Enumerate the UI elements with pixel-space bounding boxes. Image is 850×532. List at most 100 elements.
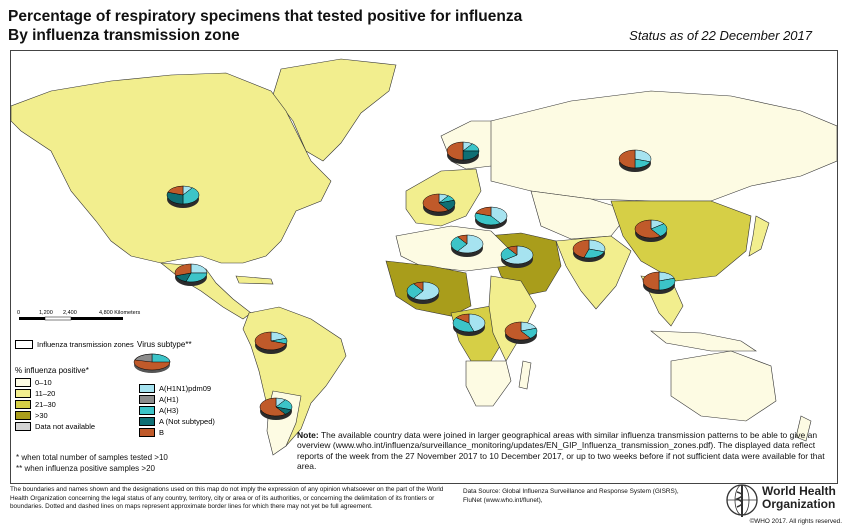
pie-slice [182, 187, 200, 205]
land-madagascar [518, 360, 532, 390]
pie-slice [503, 245, 534, 265]
land-eastern-africa [488, 275, 537, 362]
legend-zone-swatch [15, 340, 33, 349]
land-southern-africa [465, 360, 512, 407]
scale-bar: 0 1,200 2,400 4,800 Kilometers [17, 310, 140, 326]
pie-slice [406, 283, 424, 299]
pie-slice [572, 239, 590, 258]
land-australia [670, 350, 777, 422]
pie-slice [413, 281, 440, 301]
legend-subtype-item-label: A(H3) [159, 406, 179, 415]
pie-chart-layer [166, 141, 676, 420]
copyright: ©WHO 2017. All rights reserved. [749, 518, 842, 525]
footnote-single: * when total number of samples tested >1… [16, 453, 168, 462]
legend-pct-item-2: 21–30 [15, 400, 56, 409]
who-name-line-1: World Health [762, 484, 836, 498]
land-indonesia [650, 330, 757, 352]
data-source: Data Source: Global Influenza Surveillan… [463, 487, 713, 505]
legend: Influenza transmission zones Virus subty… [13, 336, 215, 442]
pie-middle-africa [452, 313, 486, 336]
pie-slice [507, 245, 518, 256]
legend-subtype-item-label: A(H1) [159, 395, 179, 404]
legend-subtype-item-label: A(H1N1)pdm09 [159, 384, 212, 393]
pie-slice [450, 236, 468, 252]
pie-slice [254, 331, 287, 351]
who-logo: World Health Organization [722, 482, 846, 528]
pie-slice [457, 234, 468, 245]
pie-eastern-africa [504, 321, 538, 344]
title-line-1: Percentage of respiratory specimens that… [8, 8, 523, 25]
pie-slice [452, 317, 475, 333]
scale-label-0: 0 [17, 310, 21, 316]
pie-slice [259, 397, 286, 417]
pie-slice [474, 212, 501, 226]
legend-subtype-item-swatch [139, 428, 155, 437]
pie-slice [167, 185, 184, 196]
pie-slice [618, 149, 636, 169]
land-caribbean [235, 275, 274, 285]
legend-pct-item-3: >30 [15, 411, 48, 420]
source-line-2: FluNet (www.who.int/flunet), [463, 497, 543, 504]
pie-eastern-europe [618, 149, 652, 172]
pie-slice [166, 191, 184, 205]
scale-seg-3 [71, 317, 123, 320]
legend-subtype-item-2: A(H3) [139, 406, 179, 415]
legend-subtype-item-swatch [139, 395, 155, 404]
pie-north-america [166, 185, 200, 208]
land-north-america [11, 72, 332, 264]
pie-slice [457, 234, 484, 254]
pie-tropical-south-america [254, 331, 288, 354]
legend-zones: Influenza transmission zones [15, 340, 134, 349]
land-japan [748, 215, 770, 257]
pie-south-west-europe [422, 193, 456, 216]
pie-eastern-asia [634, 219, 668, 242]
legend-pct-item-label: 21–30 [35, 400, 56, 409]
pie-western-africa [406, 281, 440, 304]
pie-slice [468, 313, 486, 332]
legend-pct-item-swatch [15, 411, 31, 420]
who-name-line-2: Organization [762, 497, 836, 511]
legend-pct-item-label: 0–10 [35, 378, 52, 387]
who-emblem-icon [726, 484, 758, 517]
pie-southern-asia [572, 239, 606, 262]
pie-slice [446, 141, 464, 161]
legend-subtype-item-0: A(H1N1)pdm09 [139, 384, 211, 393]
pie-temperate-south-america [259, 397, 293, 420]
pie-slice [185, 272, 208, 283]
legend-subtype-item-3: A (Not subtyped) [139, 417, 215, 426]
pie-central-america-and-caribbean [174, 263, 208, 286]
note-label: Note: [297, 430, 319, 440]
who-name: World Health Organization [762, 485, 836, 511]
pie-slice [642, 271, 660, 291]
scale-seg-2 [44, 316, 72, 321]
pie-northern-europe [446, 141, 480, 164]
pie-slice [490, 206, 508, 224]
status-date: Status as of 22 December 2017 [629, 28, 812, 43]
note: Note: The available country data were jo… [297, 430, 827, 472]
pie-slice [174, 263, 192, 277]
legend-pct-item-swatch [15, 389, 31, 398]
scale-label-1: 1,200 [39, 310, 53, 316]
pie-south-east-asia [642, 271, 676, 294]
legend-pct-item-4: Data not available [15, 422, 95, 431]
legend-pct-item-1: 11–20 [15, 389, 55, 398]
legend-pie-icon [133, 353, 171, 373]
scale-seg-1 [19, 317, 45, 320]
legend-subtype-item-label: B [159, 428, 165, 437]
emblem-serpent [734, 491, 743, 508]
source-line-1: Data Source: Global Influenza Surveillan… [463, 488, 679, 495]
title-line-2: By influenza transmission zone [8, 27, 240, 44]
legend-pct-item-label: 11–20 [35, 389, 56, 398]
legend-pie-slice-b [134, 353, 153, 363]
legend-subtype-item-swatch [139, 406, 155, 415]
legend-virus-subtype: Virus subtype** [137, 340, 192, 349]
scale-label-3: 4,800 Kilometers [99, 310, 141, 316]
legend-subtype-item-label: A (Not subtyped) [159, 417, 215, 426]
legend-subtype-item-4: B [139, 428, 164, 437]
pie-western-asia [500, 245, 534, 268]
legend-subtype-item-swatch [139, 417, 155, 426]
legend-zones-label: Influenza transmission zones [37, 340, 134, 349]
land-new-zealand [795, 415, 812, 442]
legend-pie-slice-a [151, 353, 171, 363]
legend-pct-item-swatch [15, 378, 31, 387]
